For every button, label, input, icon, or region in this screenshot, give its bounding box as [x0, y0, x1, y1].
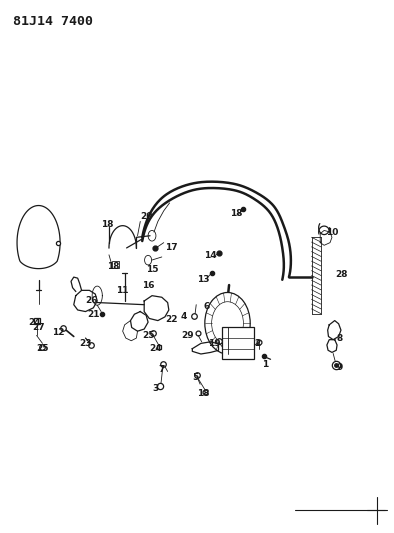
Text: 14: 14 [204, 252, 217, 261]
Bar [112, 261, 119, 268]
Text: 1: 1 [262, 360, 269, 369]
Text: 4: 4 [180, 312, 186, 321]
Text: 10: 10 [326, 228, 338, 237]
Circle shape [145, 255, 152, 265]
Text: 8: 8 [336, 334, 343, 343]
Text: 18: 18 [230, 209, 242, 218]
Text: 7: 7 [159, 366, 165, 374]
Circle shape [212, 302, 243, 345]
Circle shape [148, 230, 156, 241]
Text: 20: 20 [140, 212, 152, 221]
Text: 27: 27 [32, 323, 45, 332]
Text: 19: 19 [208, 339, 221, 348]
Text: 2: 2 [255, 339, 261, 348]
Text: 16: 16 [142, 280, 154, 289]
Text: 5: 5 [192, 373, 198, 382]
Circle shape [205, 293, 250, 354]
Text: 17: 17 [165, 244, 178, 253]
Text: 81J14 7400: 81J14 7400 [13, 14, 93, 28]
Text: 29: 29 [181, 331, 193, 340]
Text: 3: 3 [153, 384, 159, 393]
Text: 25: 25 [36, 344, 49, 353]
Text: 24: 24 [150, 344, 162, 353]
Text: 18: 18 [197, 389, 209, 398]
Text: 25: 25 [142, 331, 154, 340]
Text: 21: 21 [87, 310, 100, 319]
Text: 9: 9 [336, 363, 343, 372]
Text: 13: 13 [197, 275, 209, 284]
Text: 28: 28 [336, 270, 348, 279]
Text: 23: 23 [79, 339, 92, 348]
Text: 11: 11 [116, 286, 129, 295]
Text: 18: 18 [107, 262, 119, 271]
Bar [223, 327, 254, 359]
Text: 6: 6 [204, 302, 210, 311]
Text: 26: 26 [85, 296, 98, 305]
Text: 24: 24 [28, 318, 41, 327]
Text: 18: 18 [101, 220, 113, 229]
Text: 22: 22 [165, 315, 178, 324]
Text: 15: 15 [146, 265, 158, 273]
Text: 12: 12 [52, 328, 64, 337]
